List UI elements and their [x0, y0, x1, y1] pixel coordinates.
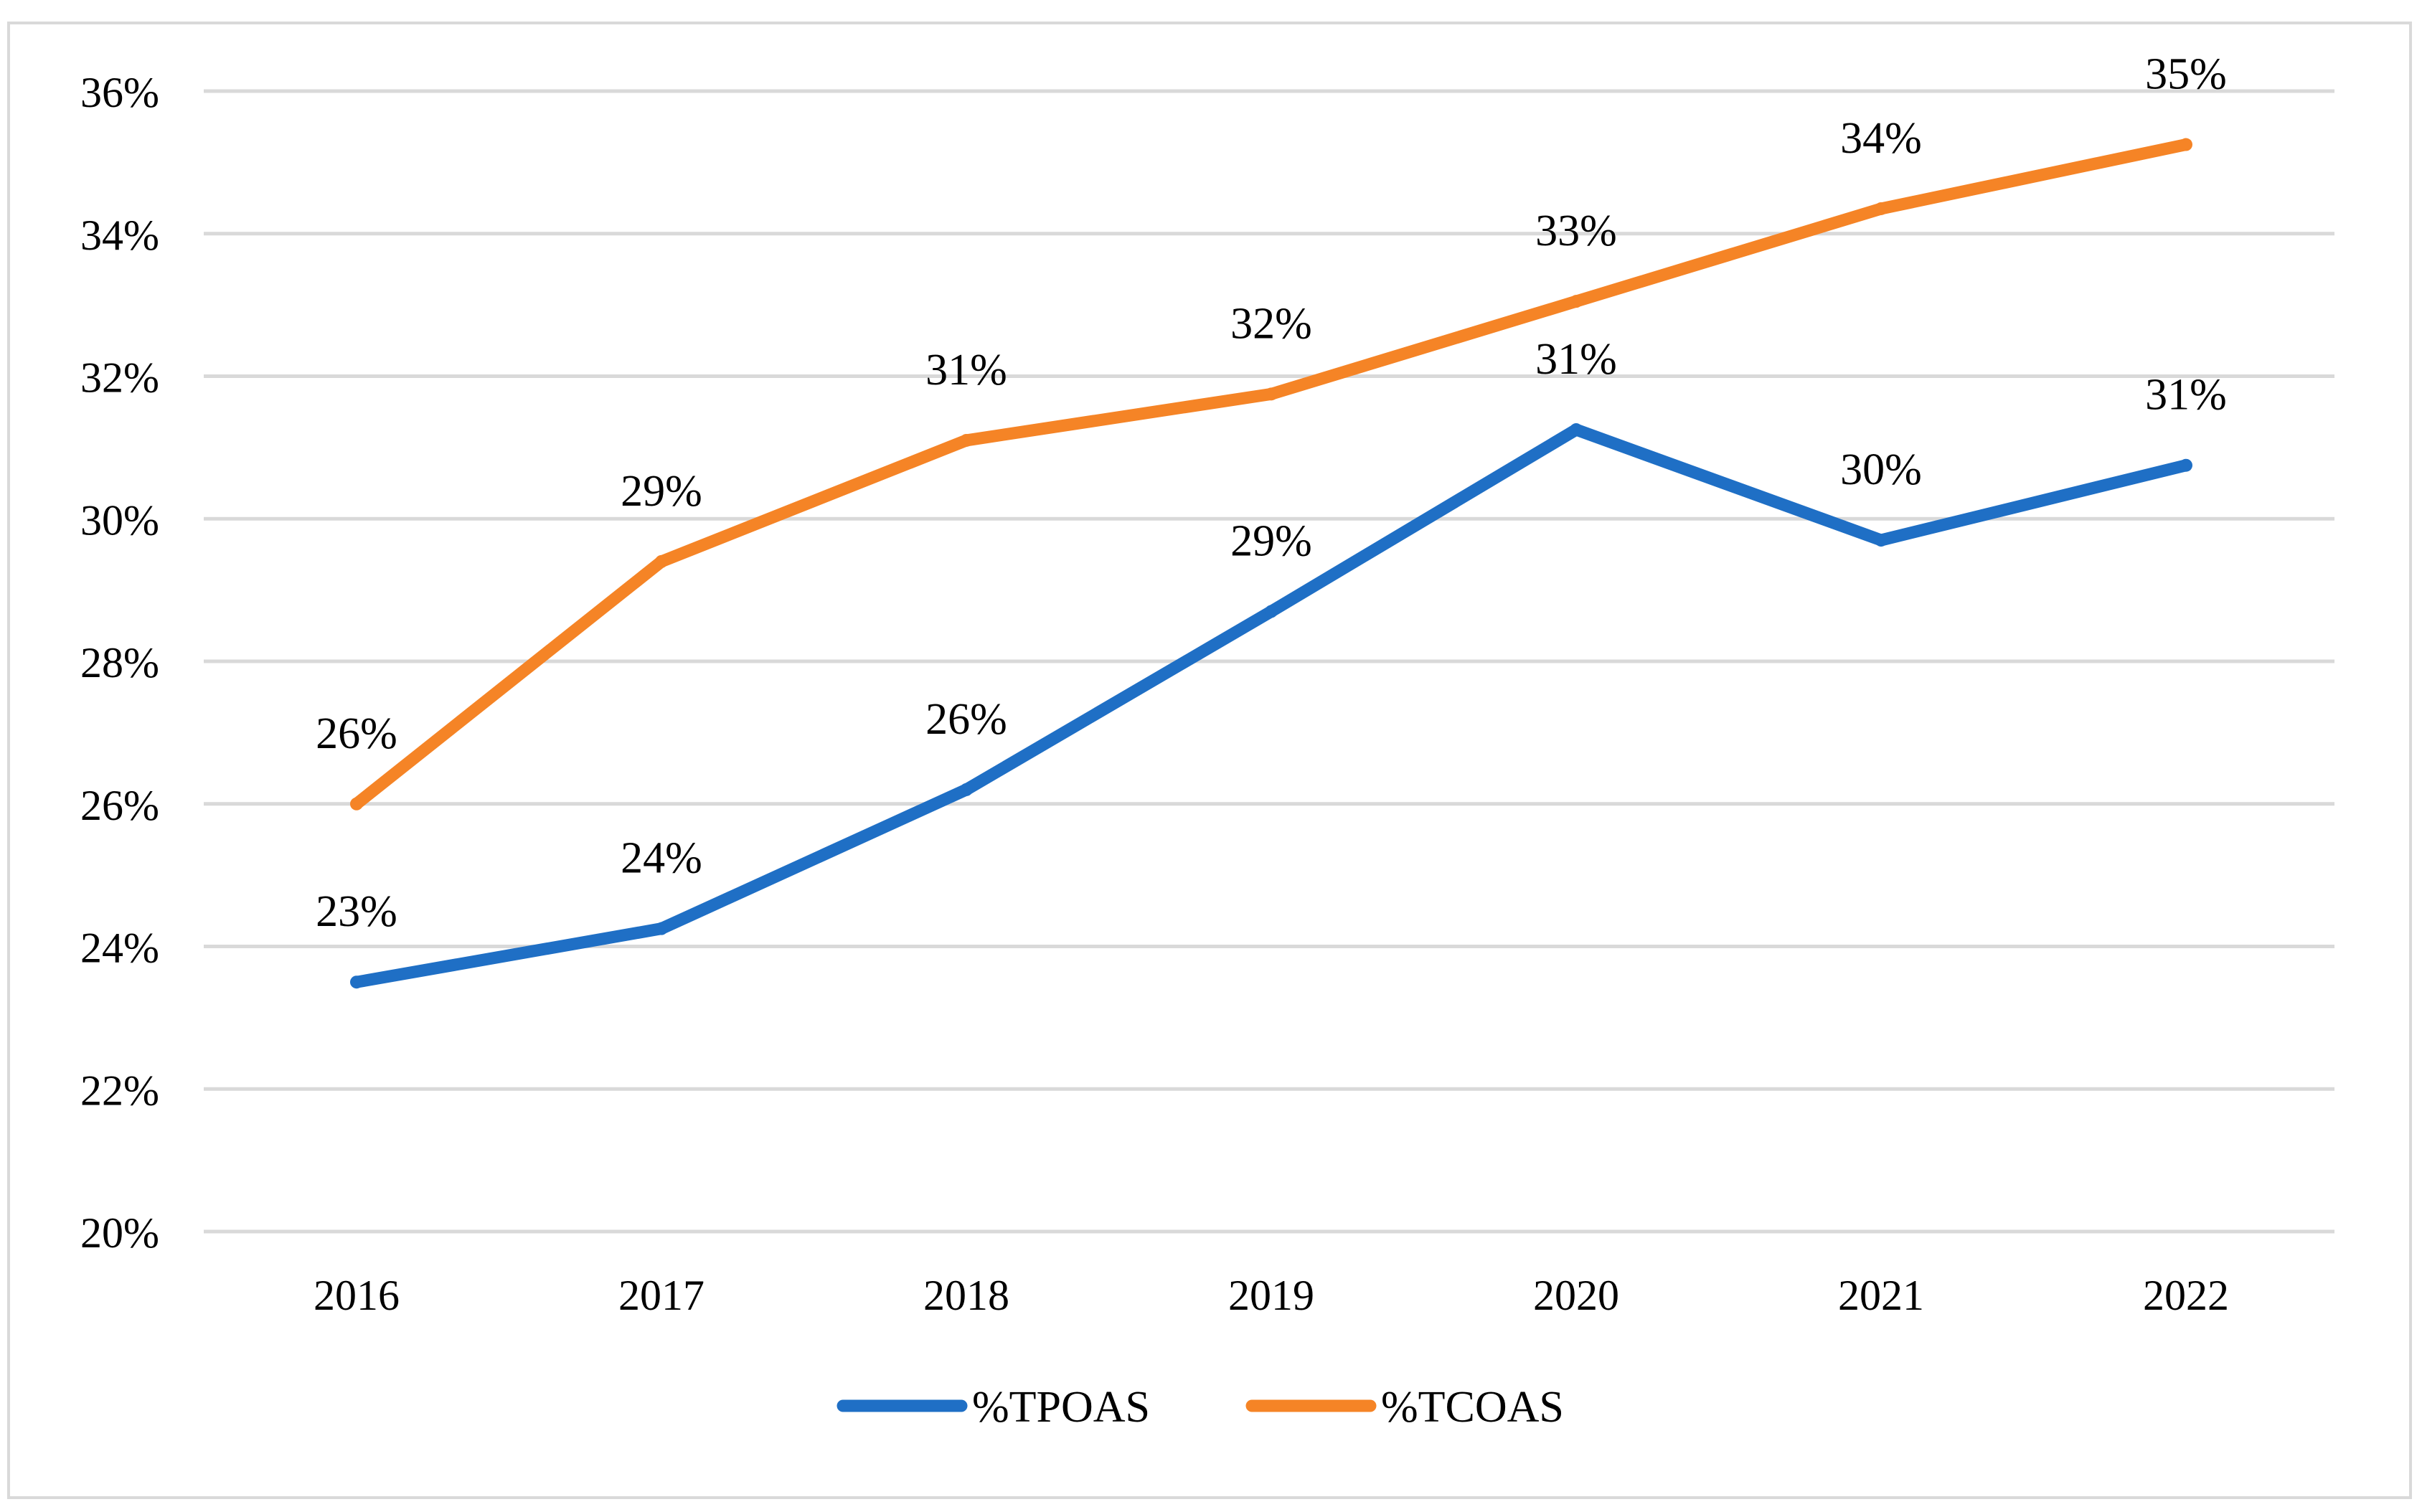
data-label: 30%: [1840, 445, 1922, 494]
data-labels: 23% 24% 26% 29% 31% 30% 31% 26% 29% 31% 32% 33% 34% 3…: [316, 50, 2227, 937]
data-point: [1875, 202, 1888, 215]
data-point: [350, 975, 363, 989]
y-tick-label: 26%: [80, 782, 159, 829]
y-tick-label: 36%: [80, 69, 159, 116]
y-tick-label: 24%: [80, 925, 159, 972]
data-label: 26%: [316, 709, 397, 758]
data-label: 35%: [2145, 50, 2227, 99]
data-point: [655, 554, 668, 568]
gridlines: [204, 89, 2334, 1234]
data-label: 34%: [1840, 114, 1922, 163]
data-point: [1875, 534, 1888, 547]
data-point: [655, 922, 668, 935]
data-label: 29%: [1230, 516, 1312, 565]
y-axis-tick-labels: 20% 22% 24% 26% 28% 30% 32% 34% 36%: [80, 69, 159, 1257]
x-tick-label: 2017: [618, 1272, 705, 1319]
data-label: 26%: [925, 695, 1007, 744]
data-point: [1570, 423, 1583, 437]
data-point: [350, 797, 363, 811]
data-point: [1265, 387, 1278, 401]
y-tick-label: 28%: [80, 639, 159, 686]
y-tick-label: 34%: [80, 212, 159, 259]
data-label: 23%: [316, 887, 397, 936]
data-label: 32%: [1230, 299, 1312, 348]
y-tick-label: 30%: [80, 496, 159, 544]
legend-label: %TCOAS: [1381, 1383, 1564, 1432]
data-label: 31%: [1535, 335, 1617, 384]
data-label: 31%: [2145, 371, 2227, 420]
legend-label: %TPOAS: [972, 1383, 1150, 1432]
y-tick-label: 20%: [80, 1209, 159, 1257]
data-label: 33%: [1535, 207, 1617, 255]
data-point: [960, 783, 973, 796]
data-label: 31%: [925, 346, 1007, 394]
data-point: [2180, 138, 2192, 151]
x-tick-label: 2021: [1838, 1272, 1924, 1319]
x-tick-label: 2022: [2143, 1272, 2229, 1319]
data-label: 24%: [621, 834, 702, 883]
x-tick-label: 2020: [1533, 1272, 1619, 1319]
x-tick-label: 2018: [923, 1272, 1009, 1319]
data-point: [960, 433, 973, 447]
data-point: [1570, 295, 1583, 308]
legend: %TPOAS %TCOAS: [837, 1383, 1564, 1432]
series-lines: [350, 138, 2192, 989]
data-point: [1265, 605, 1278, 618]
y-tick-label: 22%: [80, 1067, 159, 1114]
data-label: 29%: [621, 467, 702, 516]
x-tick-label: 2016: [314, 1272, 400, 1319]
data-point: [2180, 458, 2192, 472]
x-tick-label: 2019: [1228, 1272, 1314, 1319]
x-axis-tick-labels: 2016 2017 2018 2019 2020 2021 2022: [314, 1272, 2229, 1319]
y-tick-label: 32%: [80, 354, 159, 402]
